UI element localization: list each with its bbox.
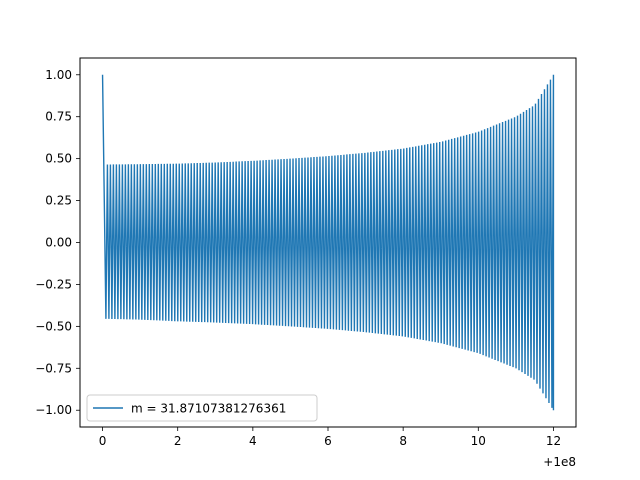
- y-tick-label: −0.50: [35, 319, 72, 333]
- y-tick-label: −0.25: [35, 277, 72, 291]
- y-tick-label: 0.25: [45, 194, 72, 208]
- x-tick-label: 0: [99, 434, 107, 448]
- legend-box: [86, 394, 318, 422]
- x-tick-label: 12: [546, 434, 561, 448]
- y-tick-label: 0.50: [45, 152, 72, 166]
- y-tick-label: 0.75: [45, 110, 72, 124]
- y-axis: −1.00 −0.75 −0.50 −0.25 0.00 0.25 0.50 0.75 1.00: [35, 68, 80, 417]
- x-axis: 0 2 4 6 8 10 12: [99, 427, 561, 448]
- x-tick-label: 4: [249, 434, 257, 448]
- y-tick-label: −1.00: [35, 403, 72, 417]
- x-axis-offset-label: +1e8: [543, 455, 576, 469]
- x-tick-label: 10: [471, 434, 486, 448]
- x-tick-label: 6: [324, 434, 332, 448]
- legend: m = 31.87107381276361: [86, 394, 318, 422]
- x-tick-label: 2: [174, 434, 182, 448]
- y-tick-label: −0.75: [35, 361, 72, 375]
- series-line: [101, 74, 555, 411]
- series-group: [101, 74, 555, 411]
- x-tick-label: 8: [399, 434, 407, 448]
- y-tick-label: 1.00: [45, 68, 72, 82]
- legend-label: m = 31.87107381276361: [131, 402, 286, 416]
- y-tick-label: 0.00: [45, 236, 72, 250]
